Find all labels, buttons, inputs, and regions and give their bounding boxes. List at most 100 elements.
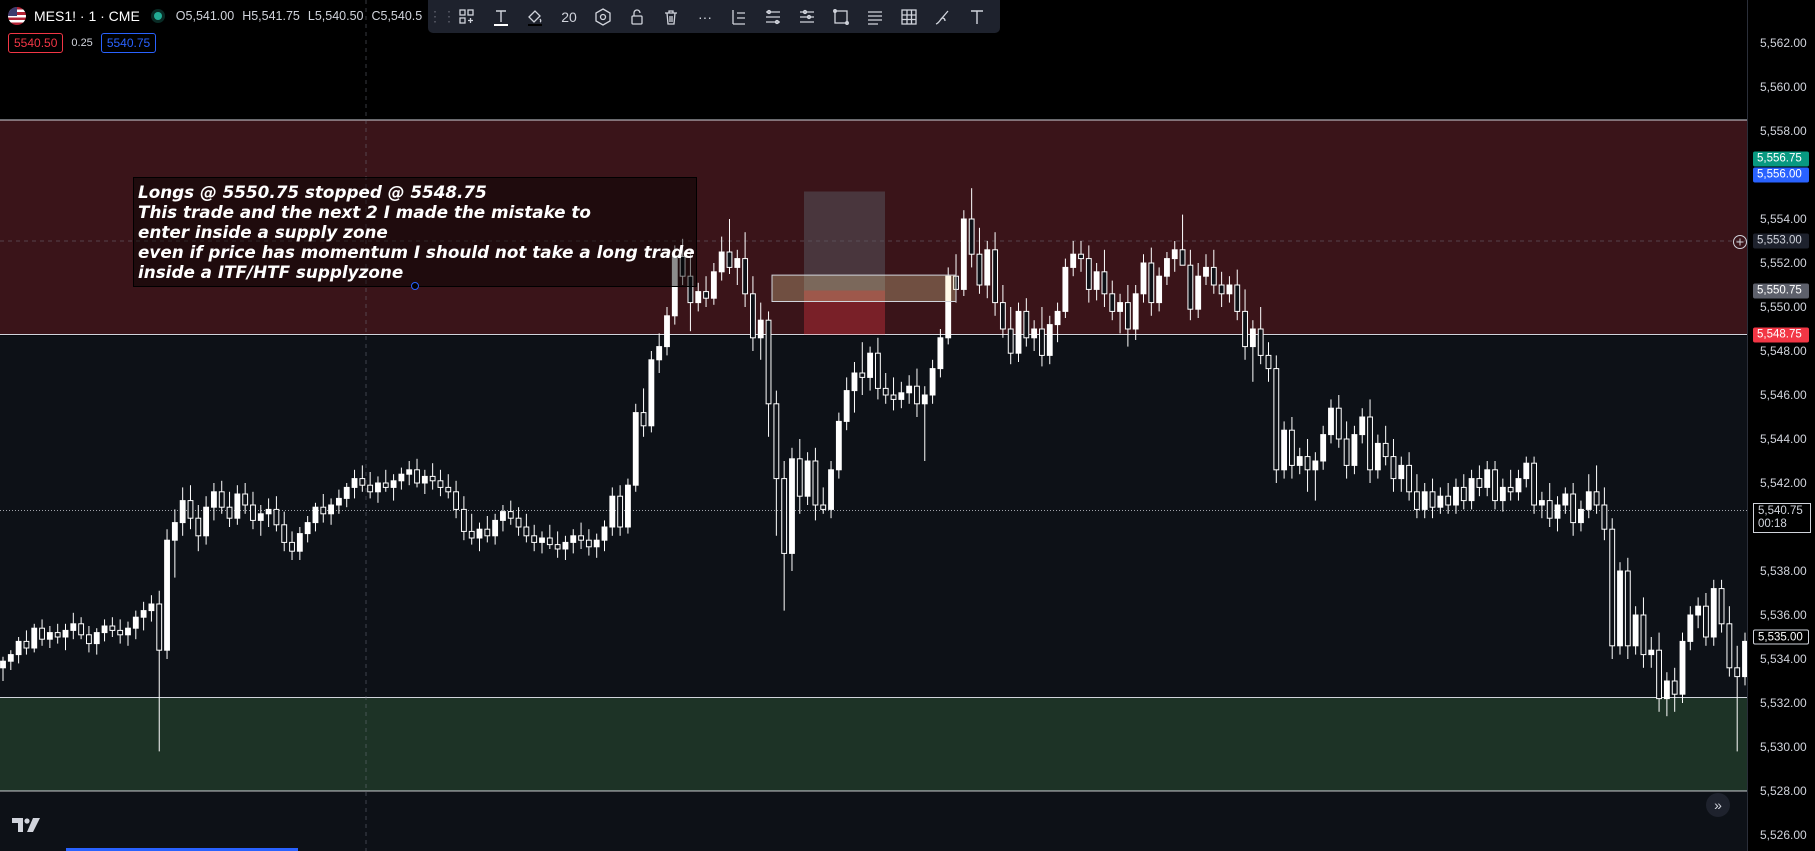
more-icon[interactable]: ··· [698, 8, 712, 25]
price-tag-label: 5,556.00 [1753, 167, 1809, 183]
note-anchor-handle[interactable] [411, 282, 419, 290]
candle-body [1234, 284, 1241, 312]
candle-body [1570, 493, 1577, 524]
brush-icon[interactable] [928, 3, 958, 31]
grid-icon[interactable] [894, 3, 924, 31]
candle-body [1242, 310, 1248, 348]
text-icon[interactable] [486, 3, 516, 31]
sell-button[interactable]: 5540.50 [8, 33, 64, 53]
candle-body [1085, 258, 1092, 290]
candle-body [929, 368, 936, 396]
candle-body [625, 484, 631, 528]
candle-body [1601, 504, 1608, 530]
candle-body [203, 506, 210, 537]
candle-body [1390, 456, 1397, 480]
note-line-3: enter inside a supply zone [138, 222, 388, 242]
candle-body [1093, 271, 1100, 290]
candle-body [1054, 310, 1061, 326]
candle-body [187, 500, 194, 519]
last-price-tag: 5,540.75 00:18 [1753, 502, 1811, 533]
ohlc-high: H5,541.75 [242, 9, 300, 23]
bid-ask-row: 5540.50 0.25 5540.75 [8, 33, 157, 53]
symbol-title[interactable]: MES1! · 1 · CME [34, 8, 140, 24]
candle-body [898, 392, 905, 400]
candle-body [1210, 266, 1217, 286]
horizontal-lines-icon[interactable] [860, 3, 890, 31]
candle-body [1023, 310, 1030, 339]
candle-body [1617, 570, 1623, 647]
drag-handle-icon[interactable]: ⋮⋮ [428, 8, 456, 24]
candle-body [1109, 293, 1116, 312]
supply-zone [0, 120, 1747, 335]
candle-body [1585, 491, 1592, 510]
candle-body [304, 522, 311, 535]
scroll-to-realtime-button[interactable]: » [1706, 793, 1730, 817]
price-axis[interactable]: 5,562.00 5,560.00 5,558.00 5,556.00 5,554.00… [1747, 0, 1815, 851]
candle-body [54, 632, 61, 638]
candle-body [1124, 302, 1131, 330]
object-tree-icon[interactable] [452, 3, 482, 31]
candle-body [835, 420, 842, 471]
candle-body [554, 544, 561, 550]
tradingview-logo-icon[interactable] [11, 815, 43, 835]
candle-body [820, 504, 827, 510]
candle-body [539, 537, 545, 543]
lock-icon[interactable] [622, 3, 652, 31]
candle-body [125, 627, 131, 636]
candle-body [921, 394, 928, 405]
candle-body [0, 660, 6, 669]
candle-body [734, 258, 741, 268]
position-stop-area [804, 290, 885, 335]
candle-body [109, 625, 116, 631]
font-size-button[interactable]: 20 [561, 8, 577, 25]
add-alert-plus-icon[interactable] [1732, 234, 1748, 250]
candle-body [1445, 495, 1452, 506]
candle-body [664, 315, 670, 348]
candle-body [1640, 614, 1647, 656]
candle-body [78, 623, 85, 636]
us-flag-icon [8, 7, 26, 25]
candle-body [859, 372, 866, 378]
parallel-channel-icon[interactable] [792, 3, 822, 31]
price-tick-label: 5,536.00 [1760, 608, 1807, 622]
buy-button[interactable]: 5540.75 [100, 33, 157, 53]
candle-body [749, 293, 756, 339]
rectangle-icon[interactable] [826, 3, 856, 31]
candle-body [570, 535, 577, 543]
text-tool-icon[interactable] [962, 3, 992, 31]
spread-value: 0.25 [71, 37, 93, 49]
candle-body [1328, 407, 1334, 436]
candle-body [343, 486, 350, 499]
candle-body [289, 541, 295, 552]
candlestick-chart[interactable] [0, 0, 1747, 851]
settings-hexagon-icon[interactable] [588, 3, 618, 31]
candle-body [476, 528, 483, 539]
candle-body [242, 493, 249, 506]
candle-body [867, 352, 874, 378]
price-tick-label: 5,562.00 [1760, 36, 1807, 50]
candle-body [1687, 614, 1694, 642]
candle-body [726, 251, 733, 268]
trade-note-text[interactable]: Longs @ 5550.75 stopped @ 5548.75 This t… [133, 177, 697, 287]
candle-body [46, 632, 53, 640]
trash-icon[interactable] [656, 3, 686, 31]
trend-line-icon[interactable] [724, 3, 754, 31]
candle-body [1078, 253, 1084, 260]
candle-body [328, 504, 335, 515]
fib-levels-icon[interactable] [758, 3, 788, 31]
candle-body [335, 497, 342, 506]
candle-body [1007, 328, 1014, 354]
candle-body [914, 385, 920, 405]
candle-body [1335, 407, 1342, 440]
price-tick-label: 5,544.00 [1760, 432, 1807, 446]
symbol-legend: MES1! · 1 · CME O5,541.00 H5,541.75 L5,5… [8, 6, 422, 26]
price-tick-label: 5,528.00 [1760, 784, 1807, 798]
candle-body [62, 629, 69, 638]
candle-body [1406, 464, 1413, 493]
price-tick-label: 5,530.00 [1760, 740, 1807, 754]
chart-area[interactable] [0, 0, 1747, 851]
paint-bucket-icon[interactable] [520, 3, 550, 31]
candle-body [1523, 462, 1530, 480]
candle-body [234, 493, 241, 519]
candle-body [351, 478, 358, 488]
